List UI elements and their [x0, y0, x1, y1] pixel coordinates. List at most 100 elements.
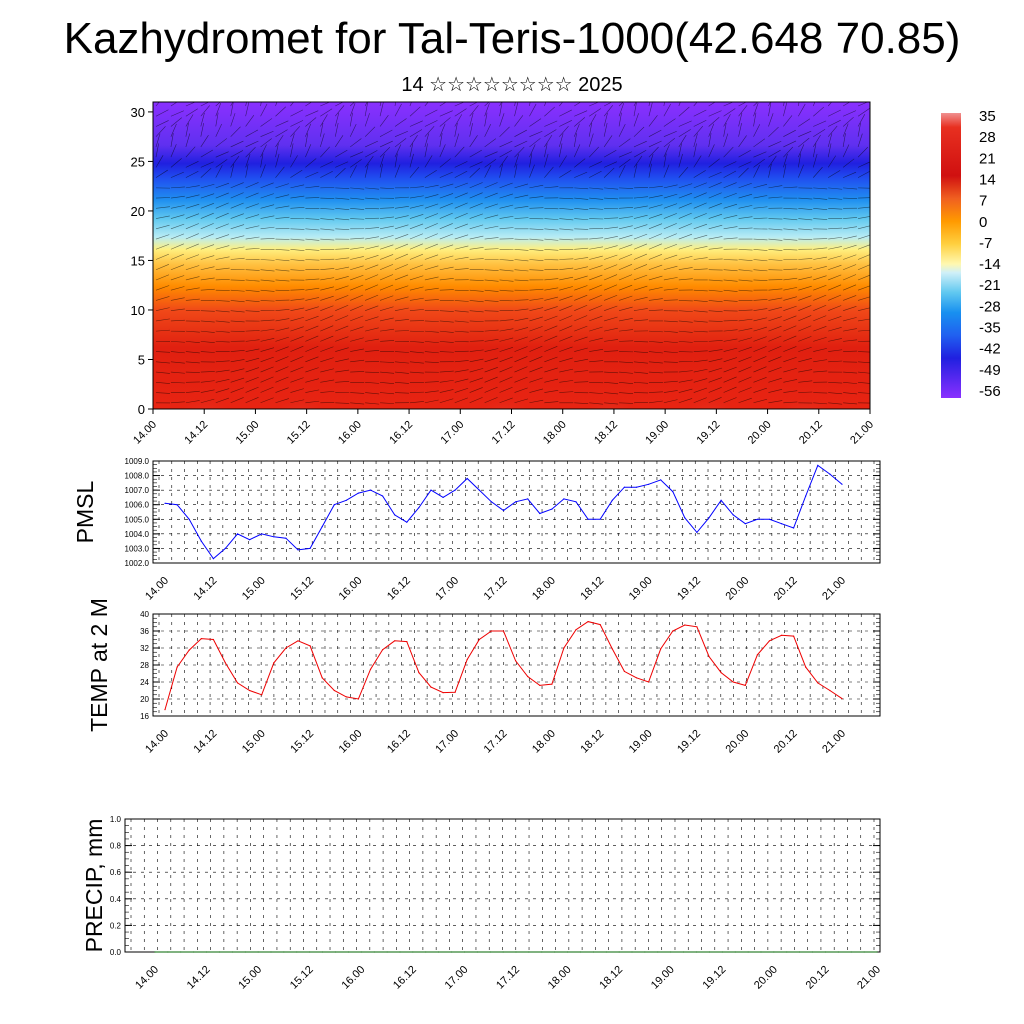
heatmap-xtick-label: 19.12 — [695, 419, 723, 447]
heatmap-ytick-label: 10 — [131, 303, 145, 318]
temp-point — [817, 682, 819, 684]
precip-xtick-label: 21.00 — [855, 964, 883, 992]
pmsl-point — [599, 518, 601, 520]
colorbar-label: 21 — [979, 150, 996, 167]
pmsl-point — [345, 499, 347, 501]
precip-point — [708, 951, 711, 953]
pmsl-xtick-label: 14.00 — [143, 575, 171, 603]
precip-xtick-label: 15.00 — [236, 964, 264, 992]
precip-point — [683, 951, 685, 953]
precip-point — [399, 951, 401, 953]
temp-point — [261, 694, 263, 696]
precip-point — [373, 951, 375, 953]
temp-point — [406, 641, 408, 643]
pmsl-ytick-label: 1009.0 — [125, 457, 150, 466]
precip-point — [206, 951, 208, 953]
heatmap-hot-blob-2 — [460, 339, 550, 409]
pmsl-point — [793, 527, 795, 529]
temp-point — [660, 648, 662, 650]
pmsl-point — [249, 539, 251, 541]
precip-point — [541, 951, 543, 953]
heatmap-xtick-label: 17.00 — [438, 419, 466, 447]
precip-xtick-label: 18.12 — [597, 964, 625, 992]
pmsl-point — [708, 517, 710, 519]
temp-point — [200, 638, 202, 640]
pmsl-point — [732, 514, 734, 516]
temp-xtick-label: 21.00 — [820, 728, 848, 756]
temp-2m-panel: 16 20 24 28 32 36 40 TEMP at 2 M 14.00 14.12 15.00… — [86, 598, 881, 756]
pmsl-xtick-label: 19.12 — [675, 575, 703, 603]
temp-point — [793, 635, 795, 637]
pmsl-point — [321, 526, 323, 528]
colorbar-gradient — [941, 113, 961, 398]
pmsl-ytick-label: 1007.0 — [125, 486, 150, 495]
pmsl-ytick-label: 1008.0 — [125, 472, 150, 481]
temp-point — [430, 686, 432, 688]
temp-point — [176, 666, 178, 668]
temp-point — [563, 647, 565, 649]
heatmap-xtick-label: 19.00 — [643, 419, 671, 447]
temp-xtick-label: 18.12 — [578, 728, 606, 756]
precip-point — [579, 951, 582, 953]
temp-xtick-label: 19.00 — [627, 728, 655, 756]
pmsl-point — [563, 498, 565, 500]
pmsl-point — [285, 537, 287, 539]
temp-point — [708, 655, 710, 658]
precip-point — [695, 951, 698, 953]
precip-point — [618, 951, 620, 953]
temp-point — [212, 638, 214, 641]
precip-point — [605, 951, 607, 953]
pmsl-point — [224, 547, 226, 550]
temp-point — [744, 684, 746, 687]
heatmap-hot-blob-4 — [665, 339, 755, 409]
precip-point — [876, 951, 878, 953]
precip-point — [760, 951, 762, 953]
temp-point — [720, 672, 722, 674]
precip-point — [863, 951, 865, 953]
pmsl-ytick-label: 1005.0 — [125, 515, 150, 524]
pmsl-xtick-label: 17.00 — [433, 575, 461, 603]
temp-point — [805, 666, 807, 668]
temp-point — [672, 630, 674, 632]
precip-point — [489, 951, 491, 953]
pmsl-point — [357, 492, 359, 494]
pmsl-point — [635, 486, 638, 488]
temp-xtick-label: 16.00 — [337, 728, 365, 756]
pmsl-point — [490, 501, 492, 503]
heatmap-ytick-label: 5 — [138, 352, 145, 367]
precip-grid — [125, 819, 880, 952]
temp-point — [539, 684, 541, 687]
pmsl-panel: 1002.0 1003.0 1004.0 1005.0 1006.0 1007.0 1008… — [72, 457, 881, 603]
heatmap-plot-area — [153, 102, 870, 409]
pmsl-xtick-label: 19.00 — [627, 575, 655, 603]
temp-ytick-label: 40 — [140, 610, 149, 619]
precip-point — [270, 951, 272, 953]
temp-ylabel: TEMP at 2 M — [86, 598, 112, 732]
temp-ytick-label: 16 — [140, 712, 149, 721]
colorbar-label: 7 — [979, 193, 987, 210]
temp-xtick-label: 16.12 — [385, 728, 413, 756]
precip-point — [476, 951, 478, 953]
pmsl-xtick-label: 16.12 — [385, 575, 413, 603]
precip-point — [567, 951, 569, 953]
temp-point — [188, 649, 190, 651]
precip-ylabel: PRECIP, mm — [81, 819, 107, 953]
pmsl-point — [212, 558, 214, 560]
pmsl-point — [273, 536, 275, 538]
temp-point — [768, 640, 771, 642]
pmsl-point — [781, 523, 783, 525]
pmsl-point — [648, 483, 650, 485]
temp-ytick-label: 24 — [140, 678, 149, 687]
temp-point — [515, 660, 517, 662]
temp-point — [623, 670, 626, 673]
colorbar-label: -35 — [979, 320, 1001, 337]
temp-point — [394, 640, 396, 642]
temp-xtick-label: 14.12 — [192, 728, 220, 756]
precip-point — [734, 951, 736, 953]
pmsl-point — [623, 486, 626, 488]
temp-point — [418, 672, 420, 674]
precip-point — [657, 951, 659, 953]
temp-point — [224, 662, 226, 664]
temp-point — [599, 624, 601, 626]
